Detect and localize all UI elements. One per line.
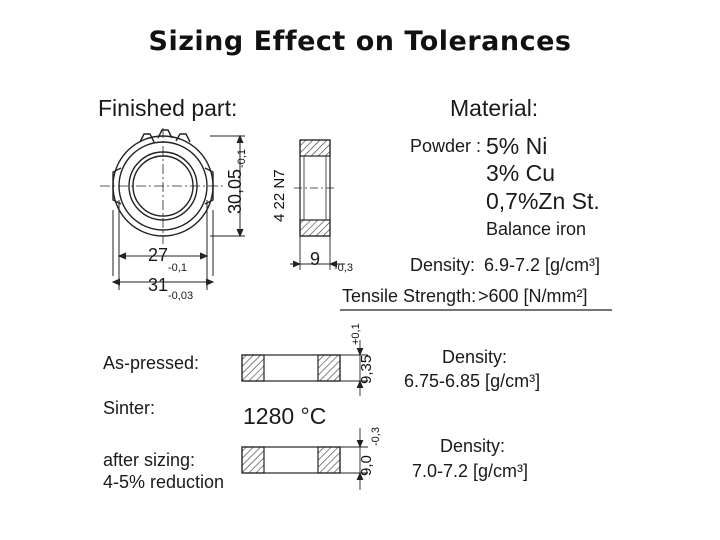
after-sizing-label: after sizing:	[103, 450, 196, 470]
dim-inner-tolerance: -0,1	[168, 262, 187, 274]
as-pressed-tolerance: +0,1	[350, 323, 362, 345]
as-pressed-density-value: 6.75-6.85 [g/cm³]	[404, 371, 541, 391]
tensile-label: Tensile Strength:	[342, 286, 477, 306]
dim-outer-label: 31	[148, 275, 169, 295]
dim-outer-tolerance: -0,03	[168, 290, 194, 302]
after-sizing-density-value: 7.0-7.2 [g/cm³]	[412, 461, 529, 481]
dim-height-tolerance: -0,1	[236, 149, 248, 168]
density-value: 6.9-7.2 [g/cm³]	[484, 255, 601, 275]
gear-spec-label: 4 22 N7	[271, 169, 288, 222]
after-sizing-dim: 9,0	[358, 455, 375, 476]
page-title: Sizing Effect on Tolerances	[148, 26, 572, 57]
dim-width-label: 9	[310, 249, 321, 269]
dim-inner-label: 27	[148, 245, 169, 265]
after-sizing-tolerance: -0,3	[370, 427, 382, 446]
sinter-temperature: 1280 °C	[243, 403, 327, 429]
finished-part-heading: Finished part:	[98, 95, 238, 121]
gear-front-view	[100, 128, 226, 244]
composition-item: 0,7%Zn St.	[486, 188, 600, 214]
reduction-label: 4-5% reduction	[103, 472, 225, 492]
as-pressed-dim: 9,35	[358, 354, 375, 384]
as-pressed-label: As-pressed:	[103, 353, 200, 373]
dim-width-lines	[111, 200, 215, 290]
after-sizing-density-label: Density:	[440, 436, 506, 456]
dim-height-lines	[210, 134, 245, 238]
dim-width-tolerance: -0,3	[334, 262, 353, 274]
dim-height-label: 30,05	[225, 168, 245, 214]
side-view	[290, 139, 345, 270]
as-pressed-drawing	[241, 340, 368, 396]
composition-item: 3% Cu	[486, 160, 556, 186]
powder-label: Powder :	[410, 136, 482, 156]
density-label: Density:	[410, 255, 476, 275]
sinter-label: Sinter:	[103, 398, 156, 418]
composition-item: 5% Ni	[486, 133, 548, 159]
as-pressed-density-label: Density:	[442, 347, 508, 367]
tensile-value: >600 [N/mm²]	[478, 286, 588, 306]
composition-item: Balance iron	[486, 219, 587, 239]
material-heading: Material:	[450, 95, 539, 121]
after-sizing-drawing	[241, 428, 368, 490]
